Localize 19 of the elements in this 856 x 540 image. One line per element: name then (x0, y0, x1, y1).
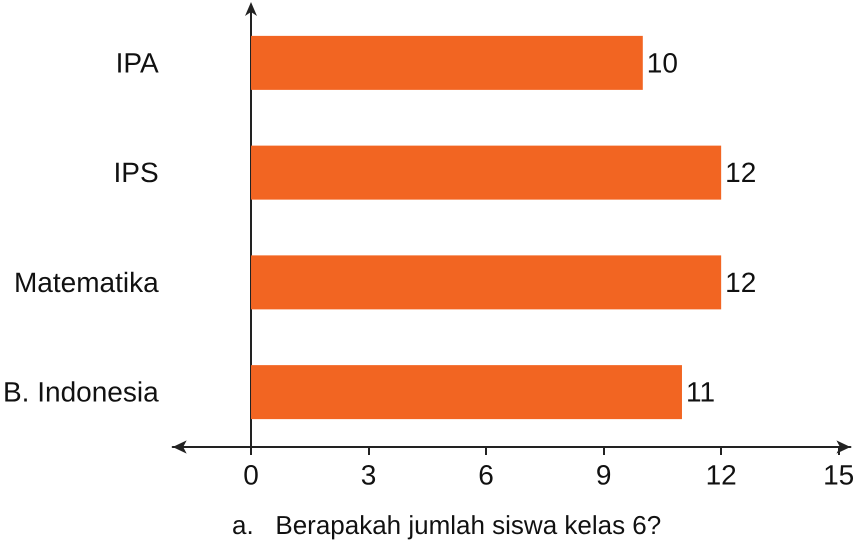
data-label: 11 (686, 376, 716, 408)
x-tick-label: 3 (360, 460, 376, 490)
bar (251, 365, 682, 420)
y-tick-label: Matematika (14, 266, 160, 298)
text: a. Berapakah jumlah siswa kelas 6? (232, 510, 662, 540)
x-tick-label: 0 (243, 460, 259, 490)
y-tick-label: B. Indonesia (2, 376, 160, 408)
x-tick-label: 15 (823, 460, 854, 490)
y-tick-label: IPA (116, 47, 159, 78)
x-tick-label: 9 (596, 460, 612, 490)
data-label: 12 (725, 157, 756, 188)
bar (251, 146, 722, 200)
bar (251, 36, 643, 90)
bar (251, 255, 722, 310)
x-tick-label: 12 (706, 460, 737, 490)
x-tick-label: 6 (478, 460, 494, 490)
data-label: 12 (725, 266, 756, 298)
data-label: 10 (646, 47, 678, 78)
y-tick-label: IPS (114, 157, 159, 188)
